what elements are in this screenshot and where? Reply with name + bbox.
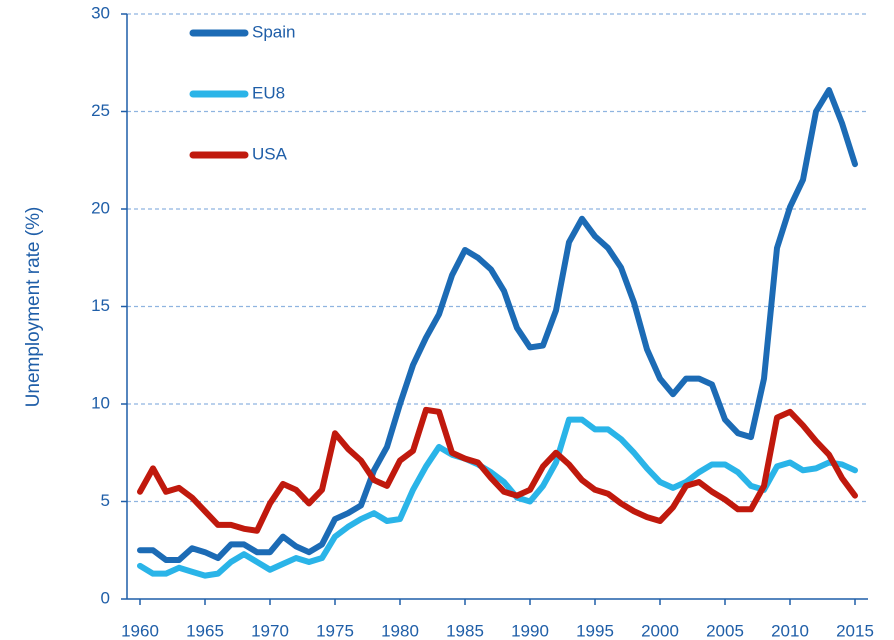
x-tick-label: 1995 xyxy=(576,621,614,640)
legend-label: USA xyxy=(252,144,288,163)
x-tick-label: 2000 xyxy=(641,621,679,640)
y-tick-label: 15 xyxy=(91,296,110,315)
line-series xyxy=(137,87,858,563)
line-series xyxy=(137,416,858,579)
line-series xyxy=(137,406,858,534)
x-tick-label: 1970 xyxy=(251,621,289,640)
y-tick-label: 20 xyxy=(91,198,110,217)
legend-label: Spain xyxy=(252,22,295,41)
y-tick-label: 10 xyxy=(91,393,110,412)
legend-label: EU8 xyxy=(252,83,285,102)
y-axis-label: Unemployment rate (%) xyxy=(23,207,44,408)
y-tick-label: 30 xyxy=(91,3,110,22)
y-tick-label: 0 xyxy=(101,588,110,607)
x-tick-label: 1965 xyxy=(186,621,224,640)
x-tick-label: 2005 xyxy=(706,621,744,640)
x-tick-label: 1960 xyxy=(121,621,159,640)
x-tick-label: 2010 xyxy=(771,621,809,640)
x-tick-label: 1990 xyxy=(511,621,549,640)
y-tick-label: 5 xyxy=(101,491,110,510)
x-tick-label: 1985 xyxy=(446,621,484,640)
x-tick-label: 1975 xyxy=(316,621,354,640)
x-tick-label: 2015 xyxy=(836,621,874,640)
y-tick-label: 25 xyxy=(91,101,110,120)
x-tick-label: 1980 xyxy=(381,621,419,640)
